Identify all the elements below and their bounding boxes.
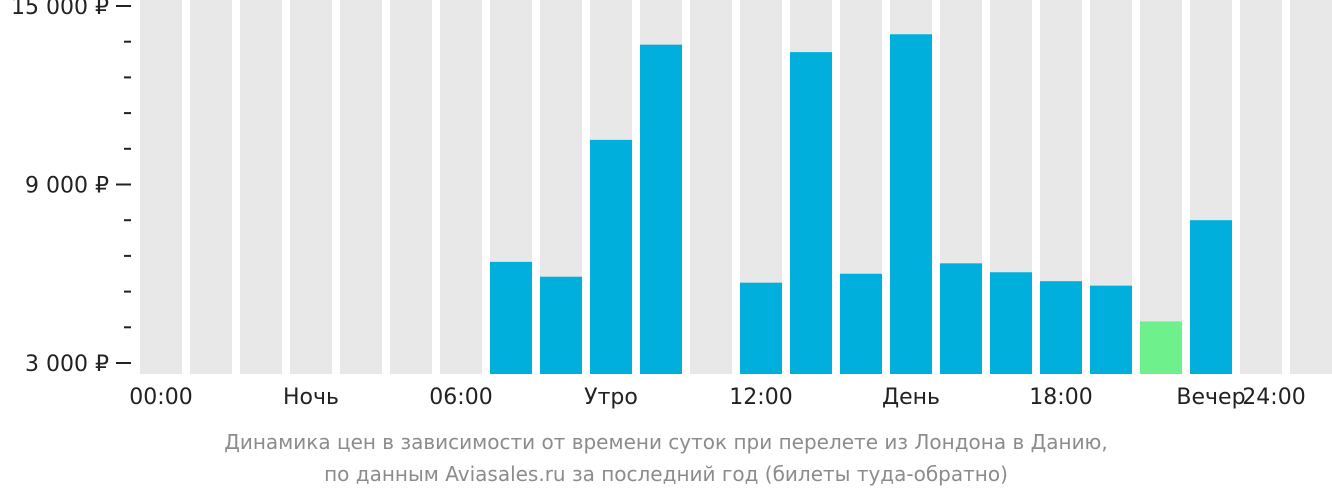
y-tick-label: 3 000 ₽ [25, 352, 109, 377]
hour-slot-02 [240, 0, 282, 374]
y-axis: 3 000 ₽ 9 000 ₽ 15 000 ₽ [11, 0, 131, 377]
bar-hour-16[interactable] [940, 263, 982, 374]
bar-hour-09[interactable] [590, 139, 632, 374]
x-tick-label: 24:00 [1242, 385, 1305, 410]
bar-hour-20[interactable] [1140, 321, 1182, 374]
bar-hour-13[interactable] [790, 52, 832, 375]
bars [490, 34, 1232, 375]
x-tick-label: 18:00 [1029, 385, 1092, 410]
x-tick-label: 12:00 [729, 385, 792, 410]
hour-slot-22 [1240, 0, 1282, 374]
y-tick-label: 9 000 ₽ [25, 174, 109, 199]
bar-hour-18[interactable] [1040, 281, 1082, 374]
bar-hour-12[interactable] [740, 282, 782, 374]
hour-slot-20 [1140, 0, 1182, 374]
hour-slot-04 [340, 0, 382, 374]
hour-slot-01 [190, 0, 232, 374]
bar-hour-19[interactable] [1090, 285, 1132, 374]
bar-hour-17[interactable] [990, 272, 1032, 374]
hour-slot-23 [1290, 0, 1332, 374]
background-slots [140, 0, 1332, 374]
bar-hour-07[interactable] [490, 261, 532, 374]
bar-hour-10[interactable] [640, 44, 682, 375]
hour-slot-06 [440, 0, 482, 374]
x-tick-label: Ночь [283, 385, 339, 410]
hour-slot-00 [140, 0, 182, 374]
chart-caption-line-1: Динамика цен в зависимости от времени су… [224, 430, 1108, 454]
bar-hour-14[interactable] [840, 273, 882, 374]
x-tick-label: 00:00 [129, 385, 192, 410]
bar-hour-21[interactable] [1190, 220, 1232, 374]
bar-hour-08[interactable] [540, 276, 582, 374]
hour-slot-11 [690, 0, 732, 374]
hour-slot-03 [290, 0, 332, 374]
hour-slot-05 [390, 0, 432, 374]
x-tick-label: 06:00 [429, 385, 492, 410]
y-tick-label: 15 000 ₽ [11, 0, 109, 20]
x-axis: 00:00 Ночь 06:00 Утро 12:00 День 18:00 Вечер24:… [129, 385, 1305, 410]
chart-caption-line-2: по данным Aviasales.ru за последний год … [324, 462, 1008, 486]
x-tick-label: День [882, 385, 940, 410]
x-tick-label: Утро [584, 385, 638, 410]
x-tick-label: Вечер [1176, 385, 1245, 410]
bar-hour-15[interactable] [890, 34, 932, 374]
